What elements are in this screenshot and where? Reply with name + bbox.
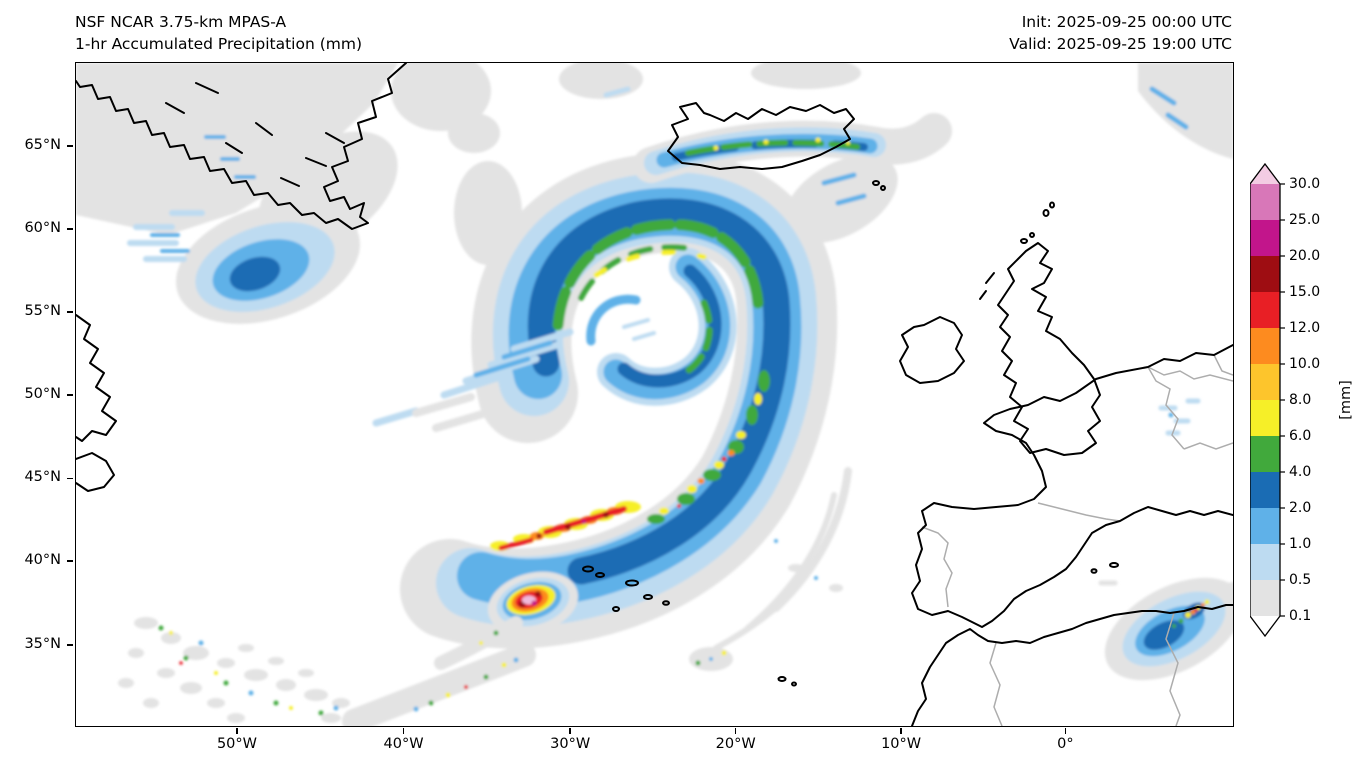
x-tick-mark xyxy=(900,728,902,734)
x-tick-mark xyxy=(569,728,571,734)
colorbar-unit-label: [mm] xyxy=(1338,380,1354,420)
colorbar-tick-label: 6.0 xyxy=(1289,428,1311,444)
x-tick-label: 10°W xyxy=(881,736,922,752)
map-svg xyxy=(76,63,1233,726)
x-tick-label: 50°W xyxy=(216,736,257,752)
x-tick-mark xyxy=(734,728,737,734)
x-tick-label: 40°W xyxy=(383,736,424,752)
x-tick-label: 30°W xyxy=(550,736,591,752)
title-block: NSF NCAR 3.75-km MPAS-A 1-hr Accumulated… xyxy=(75,11,362,55)
y-tick-mark xyxy=(67,560,73,562)
colorbar-tick-label: 0.1 xyxy=(1289,608,1311,624)
azores-islands xyxy=(582,565,670,612)
y-tick-mark xyxy=(67,228,73,230)
map-panel xyxy=(75,62,1234,727)
y-tick-label: 45°N xyxy=(24,469,61,486)
colorbar-tick-label: 2.0 xyxy=(1289,500,1311,516)
y-tick-label: 40°N xyxy=(24,552,61,569)
colorbar-tick-label: 20.0 xyxy=(1289,248,1320,264)
y-tick-mark xyxy=(67,311,73,313)
product-title: 1-hr Accumulated Precipitation (mm) xyxy=(75,35,362,53)
y-tick-label: 60°N xyxy=(24,220,61,237)
colorbar-tick-label: 4.0 xyxy=(1289,464,1311,480)
colorbar-svg: 0.1 0.5 1.0 2.0 4.0 6.0 8.0 10.0 12.0 15.0 20.0 25.… xyxy=(1249,162,1354,638)
colorbar-tick-label: 12.0 xyxy=(1289,320,1320,336)
x-tick-label: 0° xyxy=(1057,736,1074,752)
colorbar: 0.1 0.5 1.0 2.0 4.0 6.0 8.0 10.0 12.0 15.0 20.0 25.… xyxy=(1249,162,1362,646)
colorbar-tick-label: 10.0 xyxy=(1289,356,1320,372)
y-tick-mark xyxy=(67,644,73,646)
valid-time: Valid: 2025-09-25 19:00 UTC xyxy=(1009,35,1232,53)
x-tick-mark xyxy=(236,728,238,734)
colorbar-tick-label: 30.0 xyxy=(1289,176,1320,192)
coastlines xyxy=(76,63,1233,726)
colorbar-tick-label: 25.0 xyxy=(1289,212,1320,228)
colorbar-under-arrow xyxy=(1250,616,1280,636)
y-tick-mark xyxy=(67,477,73,480)
country-borders xyxy=(921,354,1233,726)
x-tick-label: 20°W xyxy=(715,736,756,752)
x-tick-mark xyxy=(1064,728,1067,734)
colorbar-tick-label: 1.0 xyxy=(1289,536,1311,552)
colorbar-over-arrow xyxy=(1250,164,1280,184)
colorbar-tick-label: 8.0 xyxy=(1289,392,1311,408)
y-tick-label: 65°N xyxy=(24,137,61,154)
colorbar-tick-label: 15.0 xyxy=(1289,284,1320,300)
init-time: Init: 2025-09-25 00:00 UTC xyxy=(1021,13,1232,31)
y-tick-label: 55°N xyxy=(24,302,61,319)
precipitation-field xyxy=(76,63,1233,726)
model-title: NSF NCAR 3.75-km MPAS-A xyxy=(75,13,287,31)
time-block: Init: 2025-09-25 00:00 UTC Valid: 2025-0… xyxy=(1009,11,1232,55)
y-tick-mark xyxy=(67,394,73,396)
x-tick-mark xyxy=(402,728,405,734)
y-tick-label: 35°N xyxy=(24,635,61,652)
colorbar-tick-label: 0.5 xyxy=(1289,572,1311,588)
y-tick-mark xyxy=(67,145,73,147)
y-tick-label: 50°N xyxy=(24,385,61,402)
